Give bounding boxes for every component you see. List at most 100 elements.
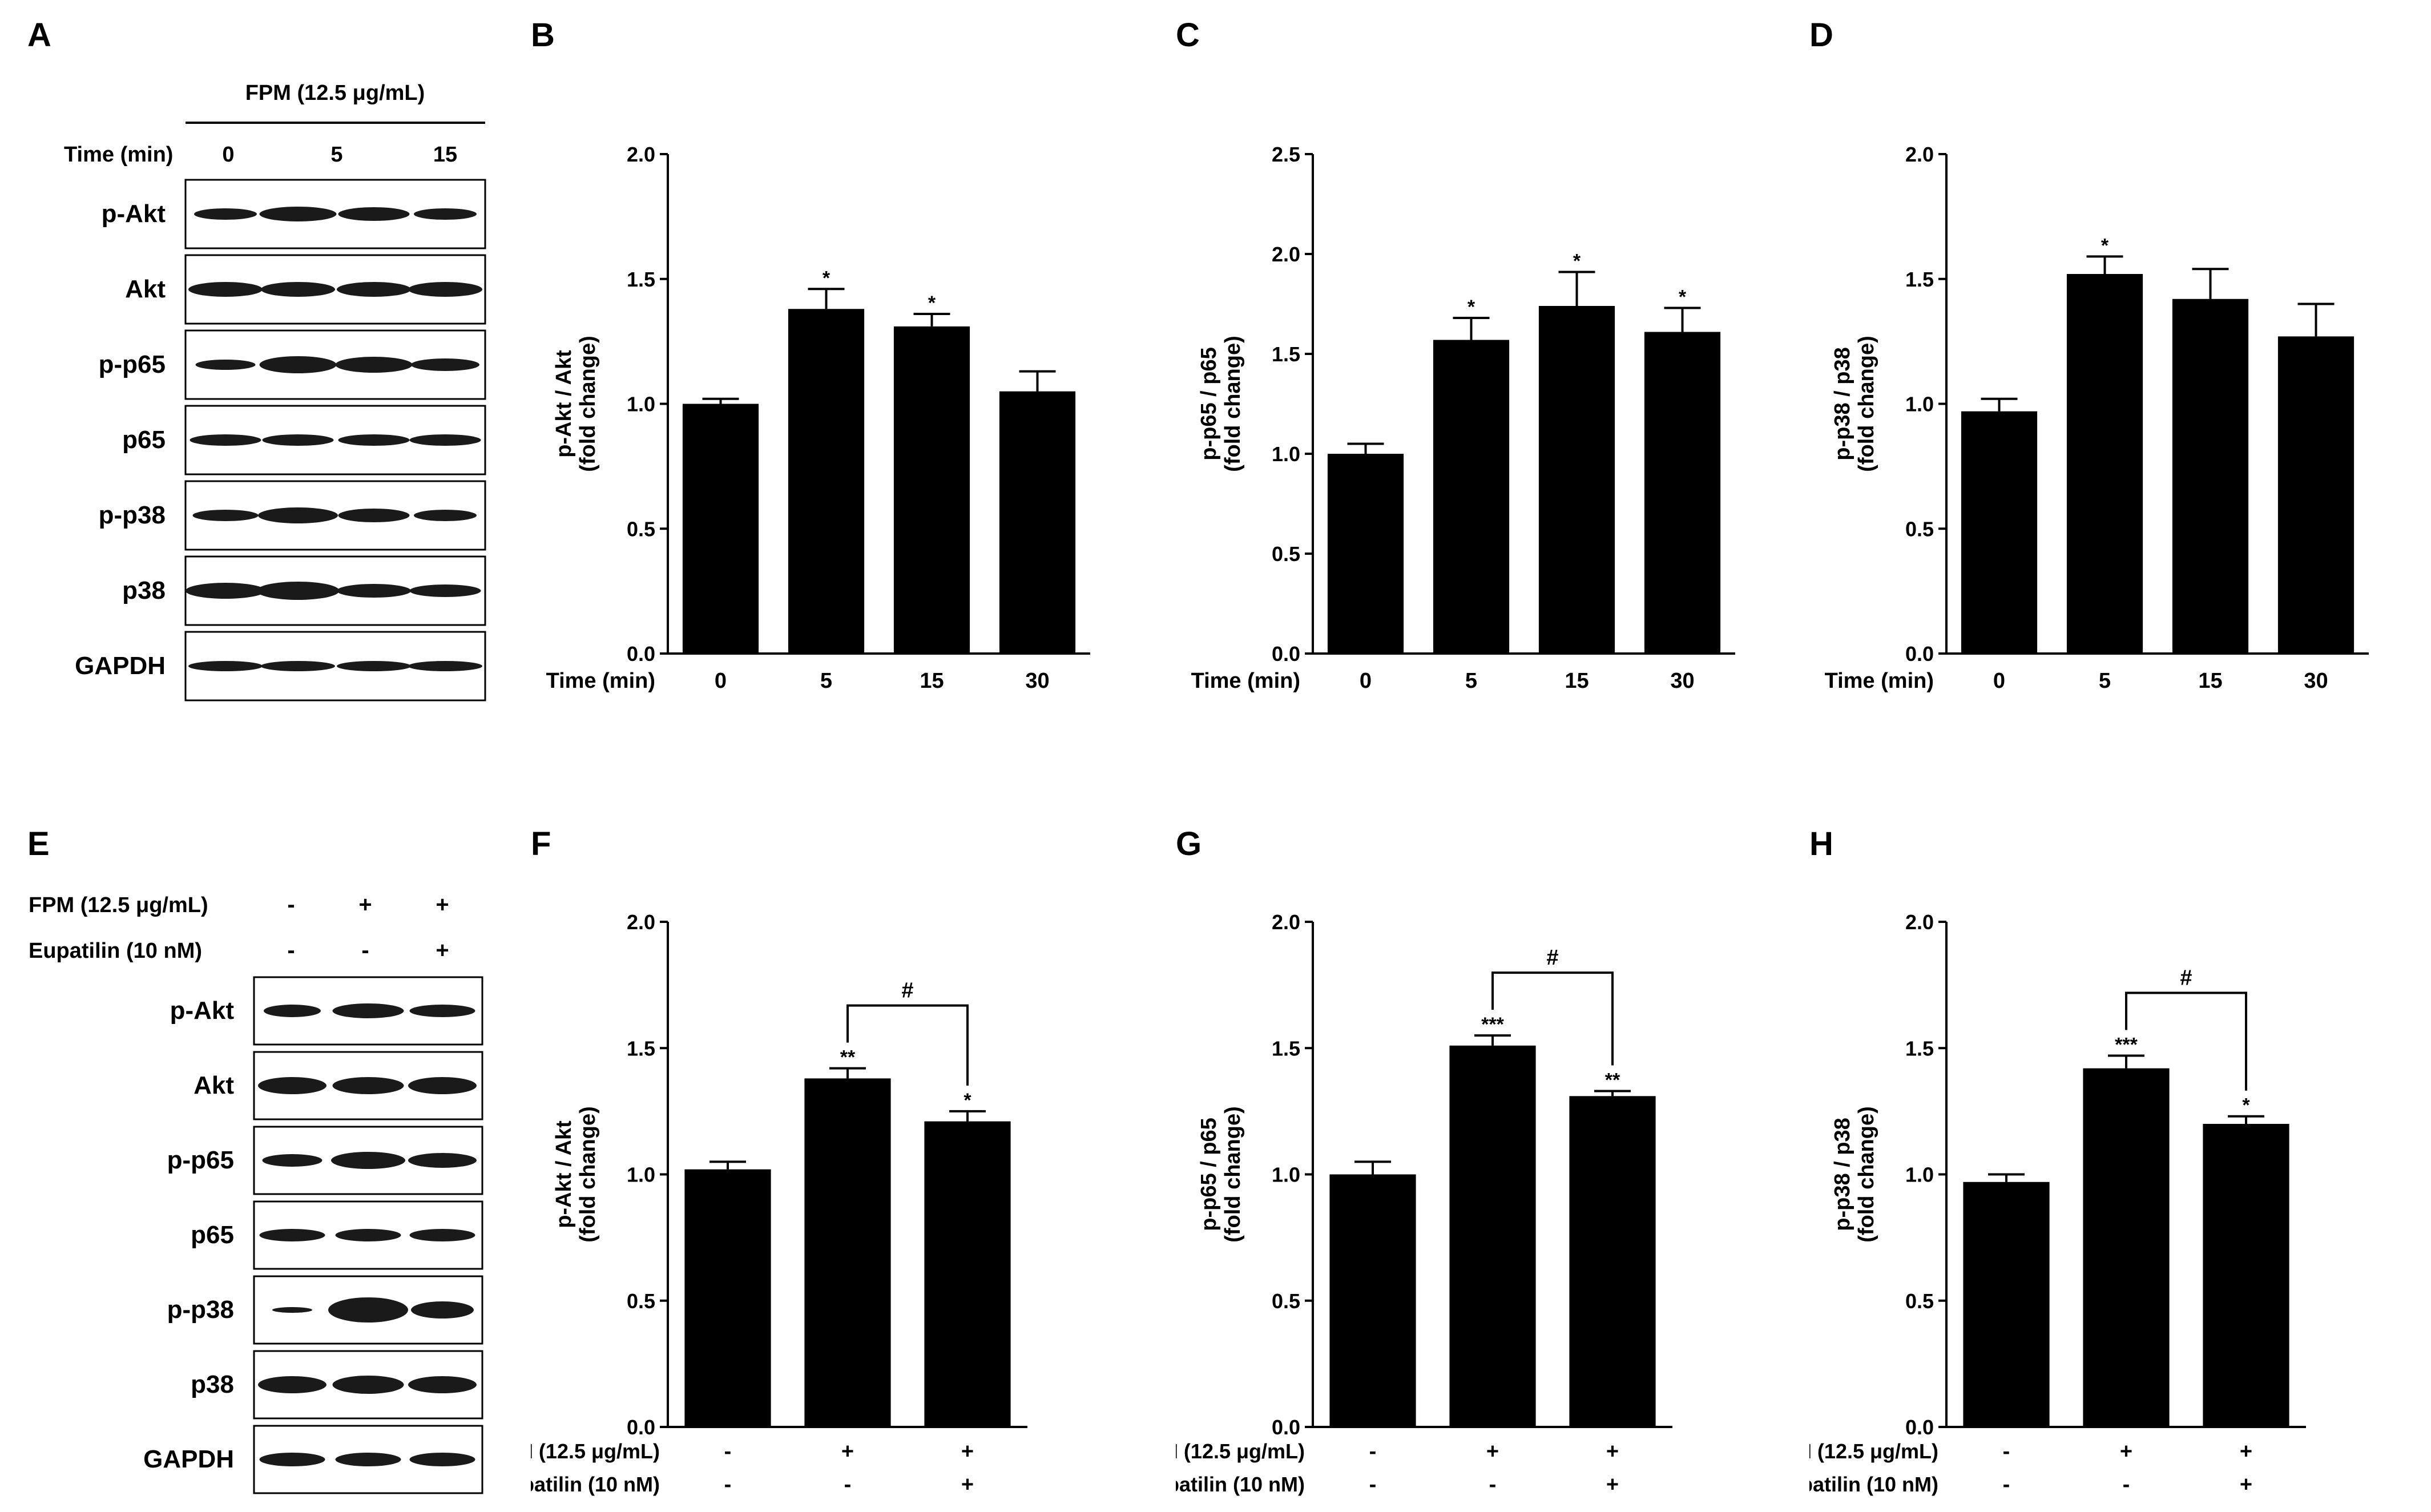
x-tick-label: 30 [1025,669,1049,693]
bar [2203,1124,2289,1427]
x-row-sign: + [1606,1473,1619,1497]
bar [1538,306,1615,654]
blot-a-band [188,661,263,671]
y-tick-label: 0.5 [1905,517,1934,541]
x-axis-label: Time (min) [546,669,655,693]
x-tick-label: 15 [2198,669,2222,693]
y-axis-label-2: (fold change) [576,336,600,472]
y-tick-label: 2.0 [1272,910,1300,934]
blot-e-treatment-label: FPM (12.5 μg/mL) [29,893,208,917]
blot-a-band [338,434,410,446]
blot-a-row-label: p65 [122,426,166,454]
bar [684,1169,771,1427]
x-tick-label: 0 [715,669,727,693]
x-row-sign: + [2120,1440,2132,1463]
blot-a-band [188,282,263,297]
bar [1961,411,2038,654]
y-tick-label: 2.0 [627,910,655,934]
y-tick-label: 0.5 [1272,1289,1300,1313]
y-tick-label: 1.5 [1905,268,1934,291]
blot-a-time-2: 15 [433,143,457,167]
bar [893,326,970,654]
y-axis-label: p-p38 / p38 [1831,347,1855,461]
bar-chart-g: 0.0 0.5 1.0 1.5 2.0 p-p65 / p65 (fold change) *… [1176,910,1672,1497]
y-axis-label-2: (fold change) [1855,336,1878,472]
x-row-sign: + [841,1440,854,1463]
y-tick-label: 0.5 [1272,542,1300,566]
significance-label: * [1468,296,1475,318]
bar [682,404,759,654]
significance-label: *** [1481,1014,1504,1035]
blot-e-sign: - [287,892,295,917]
significance-label: * [2242,1095,2250,1116]
x-row-sign: - [1369,1473,1377,1497]
y-tick-label: 0.0 [627,1416,655,1439]
blot-a-band [411,358,479,371]
bar [924,1121,1011,1427]
bracket-label: # [901,979,913,1003]
bar [1963,1182,2050,1427]
x-axis-label: Time (min) [1191,669,1300,693]
x-row-label: FPM (12.5 μg/mL) [1809,1440,1938,1463]
y-tick-label: 0.0 [1905,642,1934,666]
blot-a-band [186,583,265,599]
blot-a-row-label: p38 [122,576,166,604]
bar [2066,274,2143,654]
blot-e-band [408,1077,477,1094]
y-tick-label: 1.5 [1905,1037,1934,1060]
y-axis-label: p-p38 / p38 [1831,1118,1855,1231]
blot-e-band [409,1453,475,1466]
blot-e-band [411,1301,474,1319]
blot-a-band [259,207,337,221]
panel-letter-f: F [531,825,551,862]
blot-e-row-label: Akt [193,1071,234,1099]
y-tick-label: 1.5 [1272,342,1300,366]
y-tick-label: 1.5 [627,268,655,291]
y-axis-label-2: (fold change) [1221,336,1245,472]
x-row-sign: - [724,1440,732,1463]
bar [1327,454,1404,654]
blot-a-band [337,661,411,671]
panel-letter-a: A [27,17,51,54]
blot-a-treatment: FPM (12.5 μg/mL) [245,81,425,105]
significance-bracket [1491,971,1614,1066]
blot-a-row-label: p-p65 [99,350,166,378]
panel-letter-c: C [1176,17,1200,54]
x-tick-label: 0 [1360,669,1372,693]
y-axis-label: p-p65 / p65 [1197,1118,1221,1231]
panel-letter-h: H [1809,825,1833,862]
x-row-sign: + [1486,1440,1499,1463]
x-tick-label: 5 [1465,669,1477,693]
blot-e-row-label: p38 [191,1370,234,1398]
blot-e-band [335,1453,401,1466]
blot-e-row-label: p65 [191,1221,234,1249]
blot-e-band [409,1005,475,1017]
y-tick-label: 0.0 [1272,642,1300,666]
x-row-sign: - [844,1473,852,1497]
blot-a-band [259,356,337,373]
y-tick-label: 1.0 [1905,393,1934,416]
x-row-label: Eupatilin (10 nM) [531,1473,660,1496]
x-row-sign: + [961,1473,974,1497]
blot-a-time-1: 5 [330,143,342,167]
blot-a-band [261,282,335,297]
significance-bracket [846,1004,969,1086]
blot-e-row-label: p-Akt [170,997,235,1025]
blot-e-sign: + [436,892,449,917]
significance-label: * [823,267,831,289]
x-tick-label: 15 [1565,669,1589,693]
blot-e-row-label: p-p65 [167,1146,234,1174]
y-axis-label-2: (fold change) [1855,1106,1878,1243]
blot-a-band [335,357,413,373]
x-row-sign: - [724,1473,732,1497]
bar [2083,1068,2170,1427]
y-tick-label: 0.0 [1905,1416,1934,1439]
x-axis-label: Time (min) [1825,669,1934,693]
significance-bracket [2125,991,2247,1091]
blot-a-band [256,582,340,600]
panel-letter-e: E [27,825,50,862]
y-tick-label: 0.5 [627,517,655,541]
blot-e-band [409,1229,475,1241]
x-row-label: FPM (12.5 μg/mL) [531,1440,660,1463]
bar [2172,299,2249,654]
